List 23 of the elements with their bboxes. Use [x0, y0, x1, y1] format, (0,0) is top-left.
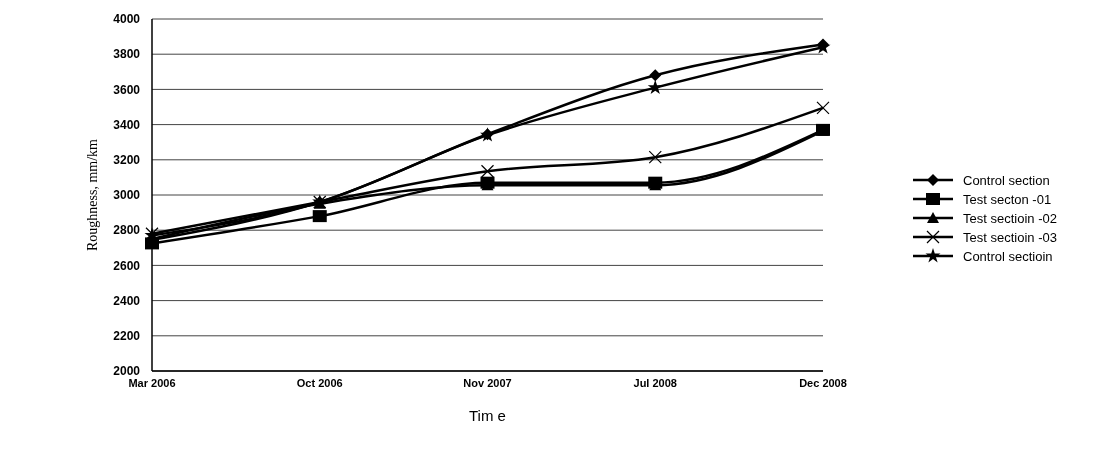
legend-label: Test secton -01: [963, 191, 1052, 207]
y-tick-label: 2600: [113, 258, 141, 273]
y-tick-label: 3200: [113, 153, 141, 167]
y-tick-label: 3600: [113, 82, 141, 97]
y-tick-label: 4000: [113, 12, 141, 27]
x-tick-label: Dec 2008: [799, 377, 847, 389]
legend-label: Control section: [963, 172, 1050, 188]
legend-label: Test sectioin -03: [963, 229, 1057, 245]
x-tick-label: Jul 2008: [633, 377, 677, 389]
x-tick-label: Nov 2007: [463, 377, 512, 389]
y-axis-title: Roughness, mm/km: [85, 138, 100, 252]
y-tick-label: 3400: [113, 117, 141, 132]
y-tick-label: 2200: [113, 329, 141, 343]
x-tick-label: Mar 2006: [128, 377, 176, 389]
y-tick-label: 2800: [113, 223, 141, 238]
y-tick-label: 2400: [113, 293, 141, 308]
x-axis-title: Tim e: [469, 407, 506, 424]
y-tick-label: 2000: [113, 364, 141, 379]
x-tick-label: Oct 2006: [296, 377, 343, 389]
y-tick-label: 3000: [113, 188, 141, 203]
legend-label: Test sectioin -02: [963, 210, 1057, 226]
y-tick-label: 3800: [113, 47, 141, 62]
legend-label: Control sectioin: [963, 248, 1053, 264]
